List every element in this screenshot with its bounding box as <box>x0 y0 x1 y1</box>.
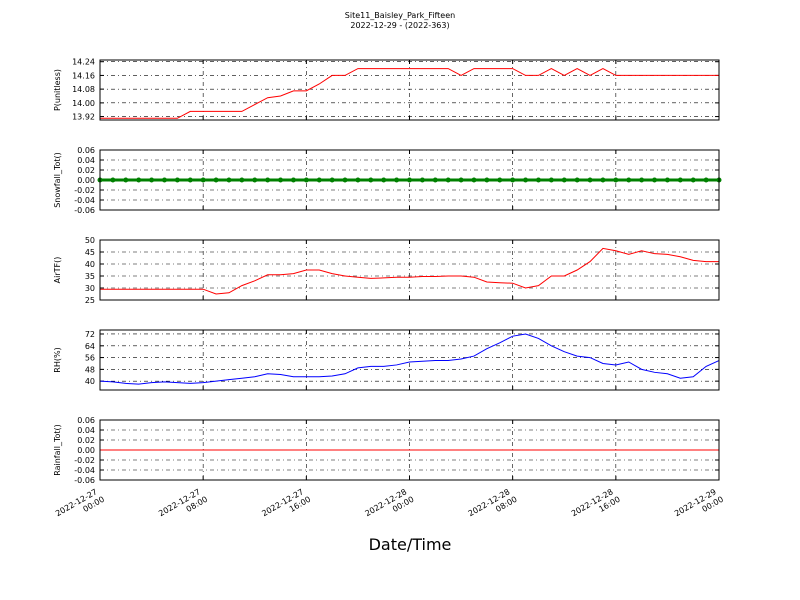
data-point <box>394 177 400 183</box>
data-point <box>471 177 477 183</box>
data-point <box>639 177 645 183</box>
y-tick-label: 30 <box>85 284 95 293</box>
data-point <box>174 177 180 183</box>
plot-frame <box>99 59 720 121</box>
y-tick-label: 14.24 <box>72 58 95 67</box>
y-tick-label: -0.02 <box>74 186 95 195</box>
data-point <box>703 177 709 183</box>
data-point <box>381 177 387 183</box>
y-tick-label: 14.08 <box>72 85 95 94</box>
data-point <box>226 177 232 183</box>
data-point <box>161 177 167 183</box>
y-tick-label: 50 <box>85 236 95 245</box>
chart-subtitle: 2022-12-29 - (2022-363) <box>350 21 449 30</box>
data-point <box>303 177 309 183</box>
y-axis-label: AirTF() <box>53 257 62 284</box>
data-point <box>149 177 155 183</box>
y-tick-label: 0.00 <box>77 446 95 455</box>
data-point <box>136 177 142 183</box>
y-tick-label: 0.02 <box>77 436 95 445</box>
y-tick-label: 48 <box>85 365 95 374</box>
y-tick-label: 14.00 <box>72 99 95 108</box>
y-tick-label: 0.02 <box>77 166 95 175</box>
data-point <box>368 177 374 183</box>
data-point <box>548 177 554 183</box>
plot-frame <box>99 149 720 211</box>
y-axis-label: Snowfall_Tot() <box>53 152 62 208</box>
data-point <box>690 177 696 183</box>
data-point <box>239 177 245 183</box>
data-point <box>458 177 464 183</box>
y-tick-label: -0.06 <box>74 476 95 485</box>
plot-frame <box>99 419 720 481</box>
data-line <box>100 68 719 119</box>
data-point <box>600 177 606 183</box>
data-point <box>187 177 193 183</box>
y-tick-label: 0.04 <box>77 426 95 435</box>
y-tick-label: 56 <box>85 354 95 363</box>
y-tick-label: -0.04 <box>74 196 95 205</box>
data-point <box>587 177 593 183</box>
data-point <box>213 177 219 183</box>
y-tick-label: 40 <box>85 377 95 386</box>
data-point <box>664 177 670 183</box>
data-point <box>252 177 258 183</box>
data-point <box>290 177 296 183</box>
plot-frame <box>99 329 720 391</box>
data-point <box>110 177 116 183</box>
data-point <box>445 177 451 183</box>
y-tick-label: 13.92 <box>72 113 95 122</box>
y-axis-label: Rainfall_Tot() <box>53 424 62 476</box>
y-tick-label: 45 <box>85 248 95 257</box>
y-axis-label: P(unitless) <box>53 69 62 111</box>
data-point <box>510 177 516 183</box>
y-tick-label: 25 <box>85 296 95 305</box>
data-point <box>329 177 335 183</box>
y-axis-label: RH(%) <box>53 347 62 372</box>
plot-frame <box>99 239 720 301</box>
chart-title: Site11_Baisley_Park_Fifteen <box>345 11 455 20</box>
data-point <box>535 177 541 183</box>
data-point <box>123 177 129 183</box>
data-point <box>200 177 206 183</box>
y-tick-label: 35 <box>85 272 95 281</box>
y-tick-label: 0.04 <box>77 156 95 165</box>
data-point <box>278 177 284 183</box>
data-point <box>342 177 348 183</box>
y-tick-label: 14.16 <box>72 71 95 80</box>
y-tick-label: 0.00 <box>77 176 95 185</box>
data-line <box>100 247 719 295</box>
y-tick-label: 72 <box>85 330 95 339</box>
data-point <box>613 177 619 183</box>
y-tick-label: -0.02 <box>74 456 95 465</box>
data-point <box>677 177 683 183</box>
data-point <box>407 177 412 183</box>
y-tick-label: 0.06 <box>77 416 95 425</box>
data-point <box>497 177 503 183</box>
data-point <box>432 177 438 183</box>
data-point <box>574 177 580 183</box>
y-tick-label: -0.06 <box>74 206 95 215</box>
y-tick-label: -0.04 <box>74 466 95 475</box>
data-point <box>316 177 322 183</box>
data-point <box>419 177 425 183</box>
data-point <box>652 177 658 183</box>
data-point <box>355 177 361 183</box>
data-point <box>265 177 271 183</box>
y-tick-label: 64 <box>85 342 95 351</box>
data-point <box>626 177 632 183</box>
data-point <box>561 177 567 183</box>
data-line <box>99 333 720 385</box>
data-point <box>484 177 490 183</box>
y-tick-label: 40 <box>85 260 95 269</box>
data-point <box>523 177 529 183</box>
x-axis-label: Date/Time <box>369 535 452 554</box>
y-tick-label: 0.06 <box>77 146 95 155</box>
